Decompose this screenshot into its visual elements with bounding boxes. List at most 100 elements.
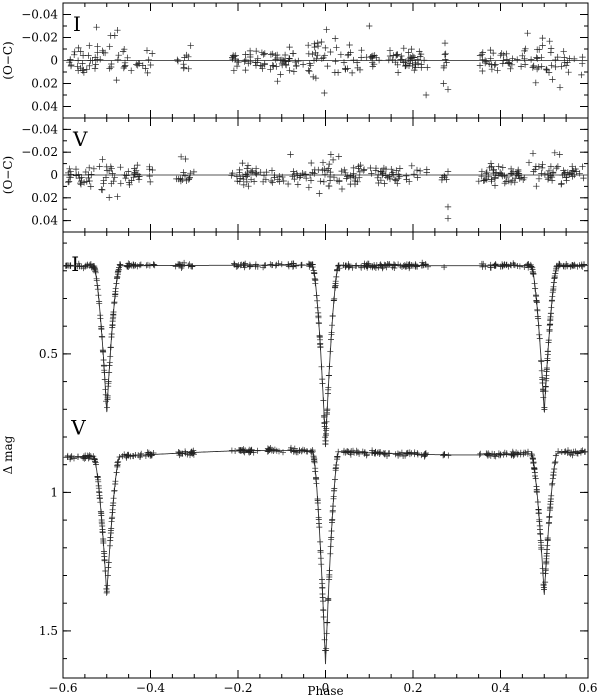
observed-point bbox=[553, 262, 560, 269]
residual-point bbox=[499, 164, 506, 171]
observed-point bbox=[422, 452, 428, 459]
residual-point bbox=[75, 171, 82, 178]
observed-point bbox=[117, 262, 124, 269]
observed-point bbox=[86, 452, 93, 459]
observed-point bbox=[324, 407, 331, 414]
residual-point bbox=[548, 62, 555, 69]
residual-point bbox=[90, 165, 98, 172]
residual-point bbox=[508, 170, 515, 177]
residual-point bbox=[475, 178, 482, 185]
residual-point bbox=[86, 164, 93, 171]
residual-point bbox=[344, 52, 352, 59]
residual-point bbox=[341, 166, 348, 174]
residual-point bbox=[405, 49, 412, 56]
observed-point bbox=[310, 453, 317, 460]
observed-point bbox=[101, 553, 108, 560]
observed-point bbox=[533, 297, 540, 304]
observed-point bbox=[112, 285, 119, 292]
observed-point bbox=[508, 262, 515, 269]
residual-point bbox=[410, 171, 418, 178]
residual-point bbox=[560, 48, 567, 55]
residual-point bbox=[180, 64, 188, 71]
residual-point bbox=[94, 49, 101, 56]
observed-point bbox=[325, 390, 331, 397]
y-tick-label: 0.02 bbox=[31, 77, 58, 91]
observed-point bbox=[367, 263, 374, 270]
residual-point bbox=[230, 67, 238, 74]
model-curve-I bbox=[63, 264, 588, 446]
residual-point bbox=[491, 182, 499, 189]
residual-point bbox=[147, 178, 154, 186]
residual-point bbox=[239, 159, 246, 167]
observed-point bbox=[107, 353, 114, 360]
observed-point bbox=[82, 455, 89, 461]
observed-point bbox=[269, 446, 275, 453]
observed-point bbox=[532, 475, 539, 482]
residual-point bbox=[240, 175, 247, 183]
residual-point bbox=[121, 59, 129, 66]
residual-point bbox=[121, 63, 128, 70]
residual-point bbox=[78, 174, 85, 181]
x-tick-label: 0.2 bbox=[403, 681, 422, 695]
residual-point bbox=[185, 65, 192, 72]
residual-point bbox=[563, 174, 570, 181]
residual-point bbox=[98, 186, 105, 193]
residual-point bbox=[229, 52, 237, 59]
observed-point bbox=[111, 300, 118, 307]
observed-point bbox=[109, 502, 116, 509]
residual-point bbox=[375, 171, 382, 178]
residual-point bbox=[552, 56, 559, 64]
observed-point bbox=[102, 391, 109, 398]
observed-point bbox=[322, 647, 328, 654]
residual-point bbox=[307, 177, 315, 184]
residual-point bbox=[306, 171, 314, 179]
observed-point bbox=[343, 262, 349, 269]
observed-point bbox=[425, 263, 431, 270]
observed-point bbox=[104, 404, 110, 411]
residual-point bbox=[487, 55, 494, 62]
observed-point bbox=[564, 449, 571, 456]
residual-point bbox=[499, 60, 506, 67]
observed-point bbox=[574, 263, 581, 270]
residual-point bbox=[525, 159, 533, 166]
residual-point bbox=[313, 55, 320, 63]
residual-point bbox=[545, 167, 553, 174]
residual-point bbox=[533, 65, 541, 73]
observed-point bbox=[276, 448, 282, 455]
observed-point bbox=[100, 357, 107, 363]
observed-point bbox=[381, 450, 388, 457]
residual-point bbox=[247, 51, 254, 58]
residual-point bbox=[284, 180, 292, 188]
residual-point bbox=[147, 61, 154, 69]
observed-point bbox=[400, 262, 407, 269]
observed-point bbox=[491, 451, 498, 457]
observed-point bbox=[182, 448, 189, 455]
residual-point bbox=[486, 60, 493, 68]
observed-point bbox=[532, 285, 539, 292]
observed-point bbox=[503, 261, 510, 268]
residual-point bbox=[279, 61, 286, 69]
residual-point bbox=[273, 63, 280, 70]
residual-point bbox=[342, 169, 349, 176]
residual-point bbox=[424, 64, 431, 71]
observed-points-I bbox=[62, 259, 587, 448]
observed-point bbox=[103, 585, 110, 592]
residual-point bbox=[106, 194, 113, 201]
residual-point bbox=[71, 48, 78, 55]
residual-point bbox=[442, 56, 449, 63]
observed-point bbox=[412, 262, 419, 269]
residual-point bbox=[257, 62, 264, 69]
observed-point bbox=[106, 362, 113, 369]
observed-point bbox=[98, 323, 105, 330]
observed-point bbox=[91, 264, 98, 271]
residual-point bbox=[564, 169, 571, 176]
observed-point bbox=[321, 636, 328, 643]
observed-point bbox=[150, 261, 157, 268]
residual-point bbox=[261, 61, 268, 68]
residual-point bbox=[516, 175, 523, 182]
residual-point bbox=[543, 66, 551, 74]
observed-point bbox=[323, 418, 330, 425]
residual-point bbox=[305, 184, 313, 191]
residual-point bbox=[270, 62, 277, 70]
residual-point bbox=[388, 171, 396, 178]
